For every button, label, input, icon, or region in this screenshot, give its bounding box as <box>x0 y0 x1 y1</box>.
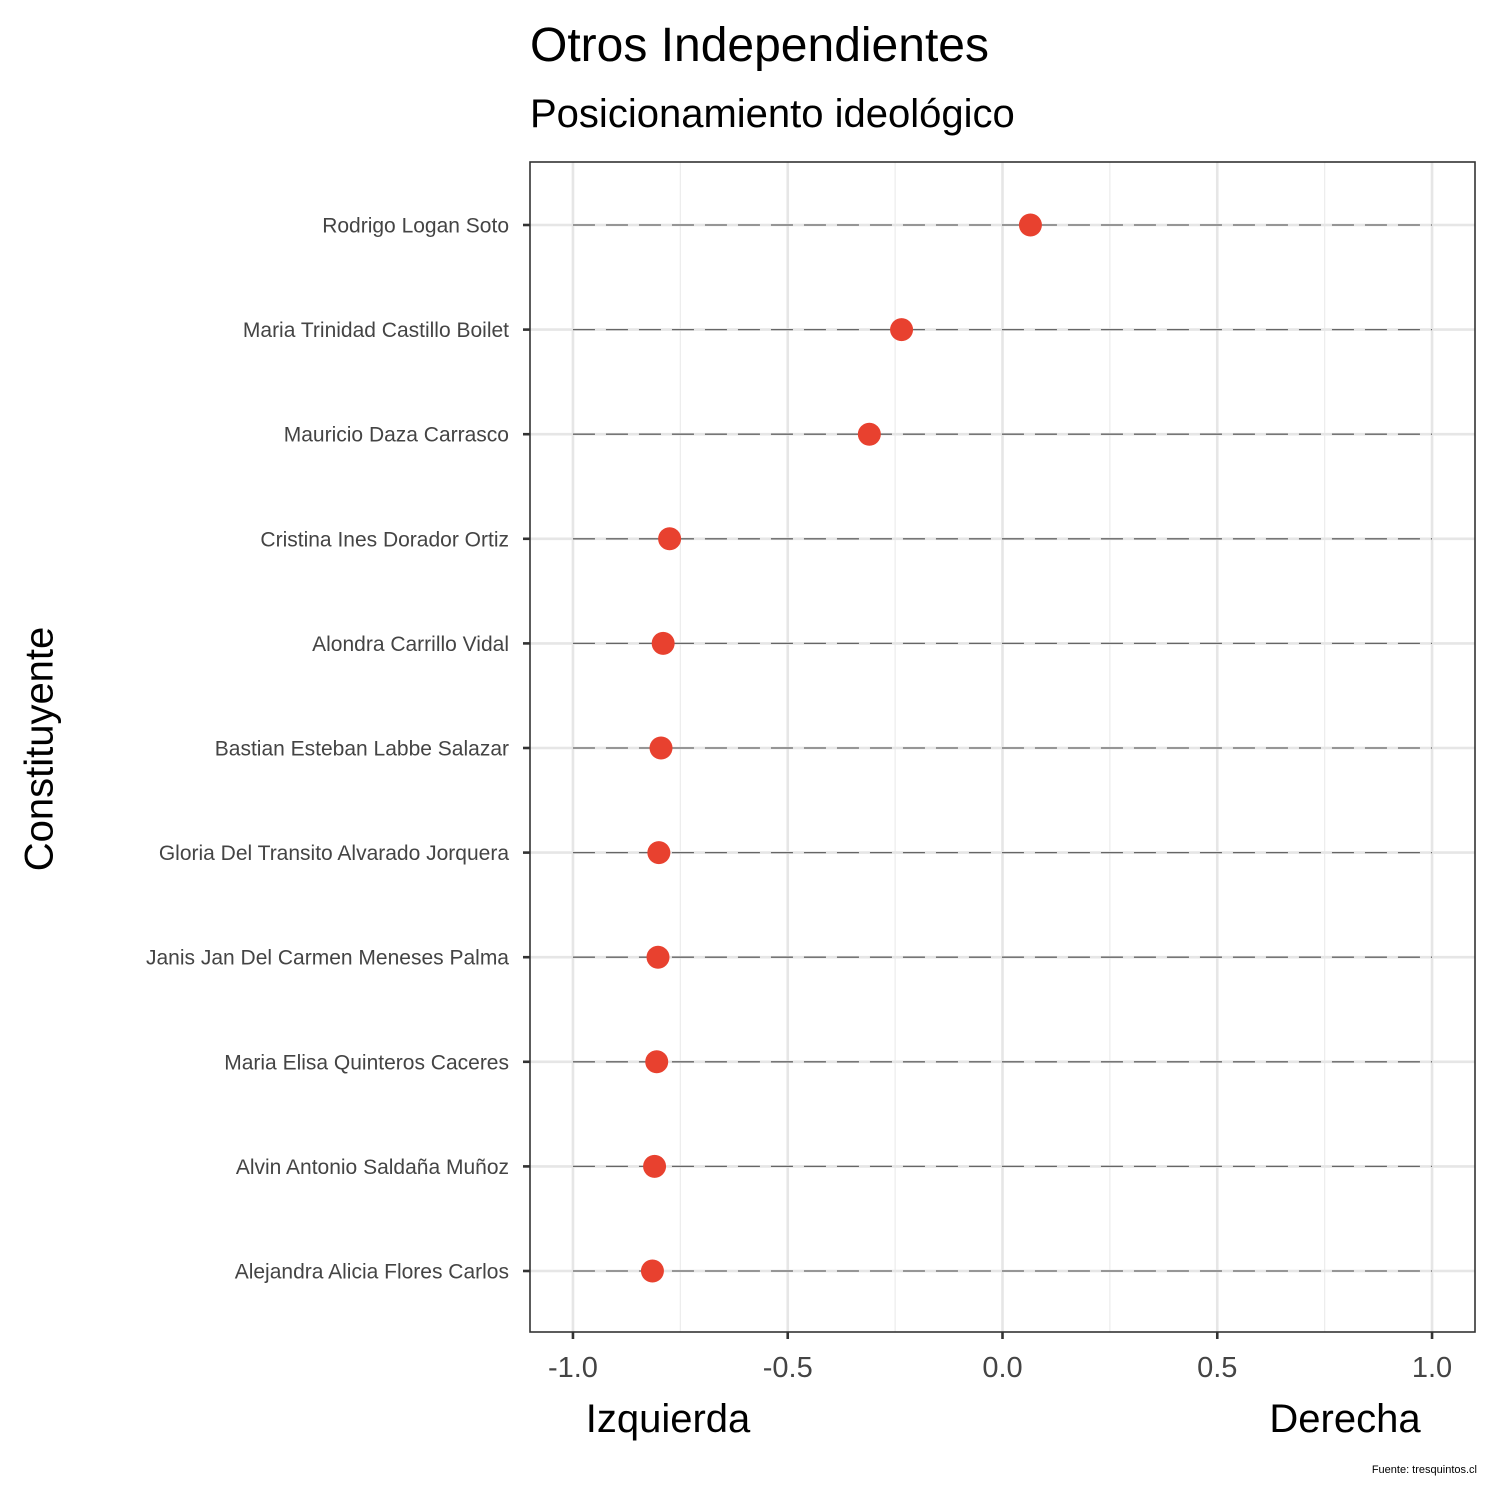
chart-subtitle: Posicionamiento ideológico <box>530 92 1015 136</box>
y-tick-label: Rodrigo Logan Soto <box>322 215 509 238</box>
x-tick-label: 0.0 <box>982 1352 1022 1384</box>
x-tick-label: -0.5 <box>763 1352 813 1384</box>
data-point <box>649 736 673 760</box>
y-tick-label: Alejandra Alicia Flores Carlos <box>235 1261 509 1284</box>
data-point <box>647 841 671 865</box>
y-tick-label: Bastian Esteban Labbe Salazar <box>215 738 509 761</box>
data-point <box>640 1259 664 1283</box>
x-tick-label: -1.0 <box>548 1352 598 1384</box>
chart-title: Otros Independientes <box>530 19 989 72</box>
y-tick-label: Mauricio Daza Carrasco <box>284 424 509 447</box>
y-tick-label: Gloria Del Transito Alvarado Jorquera <box>159 842 509 865</box>
data-point <box>658 527 682 551</box>
rows <box>572 213 1433 1283</box>
y-tick-label: Cristina Ines Dorador Ortiz <box>260 528 509 551</box>
y-tick-label: Maria Trinidad Castillo Boilet <box>243 319 509 342</box>
x-tick-label: 0.5 <box>1197 1352 1237 1384</box>
data-point <box>1018 213 1042 237</box>
axes: Rodrigo Logan Soto Maria Trinidad Castill… <box>146 215 1452 1385</box>
x-label-left: Izquierda <box>586 1397 751 1441</box>
data-point <box>643 1154 667 1178</box>
y-tick-label: Janis Jan Del Carmen Meneses Palma <box>146 947 509 970</box>
x-label-right: Derecha <box>1269 1397 1421 1441</box>
data-point <box>651 631 675 655</box>
x-tick-label: 1.0 <box>1412 1352 1452 1384</box>
data-point <box>645 1050 669 1074</box>
source-caption: Fuente: tresquintos.cl <box>1371 1464 1477 1476</box>
data-point <box>646 945 670 969</box>
y-tick-label: Alondra Carrillo Vidal <box>312 633 509 656</box>
data-point <box>890 318 914 342</box>
data-point <box>857 422 881 446</box>
y-tick-label: Maria Elisa Quinteros Caceres <box>224 1051 509 1074</box>
y-tick-label: Alvin Antonio Saldaña Muñoz <box>236 1156 509 1179</box>
